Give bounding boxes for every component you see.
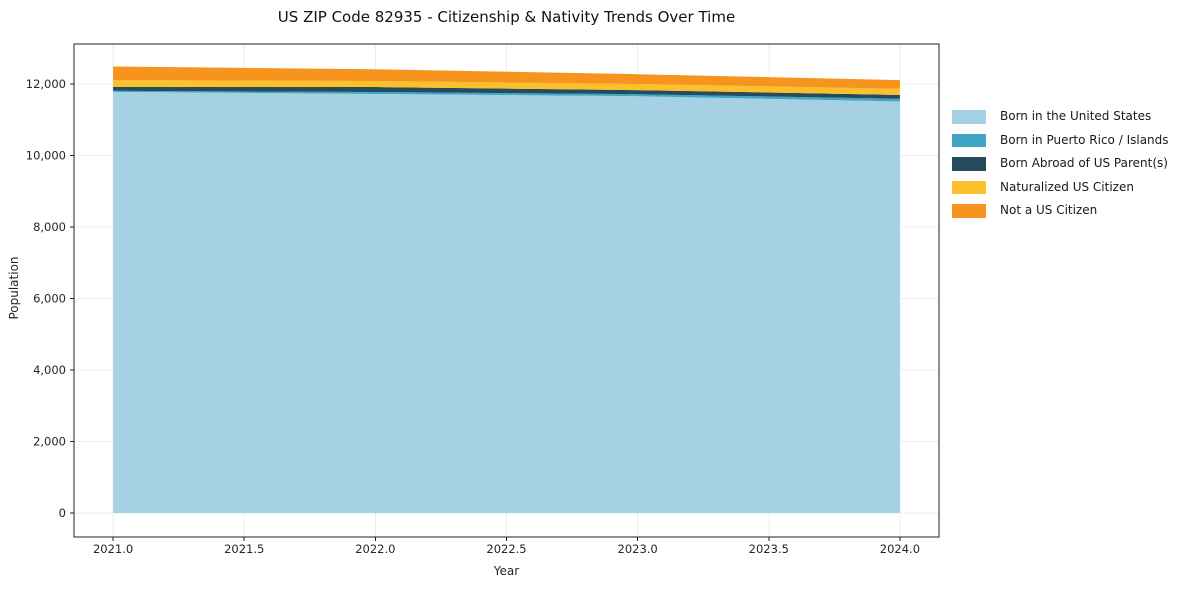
legend-swatch-born-abroad [952, 157, 986, 171]
svg-text:4,000: 4,000 [33, 363, 66, 377]
svg-text:2023.0: 2023.0 [618, 542, 658, 556]
svg-text:2,000: 2,000 [33, 435, 66, 449]
legend-swatch-naturalized [952, 180, 986, 194]
svg-text:2022.5: 2022.5 [486, 542, 526, 556]
legend-label: Born in the United States [1000, 109, 1152, 123]
legend-swatch-puerto-rico [952, 133, 986, 147]
legend-item: Born in Puerto Rico / Islands [952, 132, 1169, 147]
y-axis-label: Population [7, 256, 21, 320]
legend-item: Naturalized US Citizen [952, 179, 1169, 194]
chart-title: US ZIP Code 82935 - Citizenship & Nativi… [277, 8, 736, 26]
svg-text:10,000: 10,000 [26, 149, 66, 163]
legend-label: Naturalized US Citizen [1000, 179, 1134, 194]
legend-item: Born in the United States [952, 109, 1169, 124]
legend-label: Born Abroad of US Parent(s) [1000, 156, 1168, 170]
legend-item: Born Abroad of US Parent(s) [952, 156, 1169, 171]
x-axis-label: Year [493, 564, 520, 578]
svg-text:2022.0: 2022.0 [355, 542, 395, 556]
svg-text:8,000: 8,000 [33, 220, 66, 234]
svg-text:12,000: 12,000 [26, 77, 66, 91]
legend: Born in the United States Born in Puerto… [952, 109, 1169, 228]
svg-text:6,000: 6,000 [33, 292, 66, 306]
legend-label: Born in Puerto Rico / Islands [1000, 132, 1169, 147]
legend-swatch-not-citizen [952, 204, 986, 218]
legend-label: Not a US Citizen [1000, 203, 1098, 217]
svg-text:2023.5: 2023.5 [749, 542, 789, 556]
legend-swatch-born-us [952, 110, 986, 124]
legend-item: Not a US Citizen [952, 203, 1169, 218]
svg-text:2021.0: 2021.0 [93, 542, 133, 556]
svg-text:2024.0: 2024.0 [880, 542, 920, 556]
svg-text:2021.5: 2021.5 [224, 542, 264, 556]
svg-text:0: 0 [59, 506, 66, 520]
